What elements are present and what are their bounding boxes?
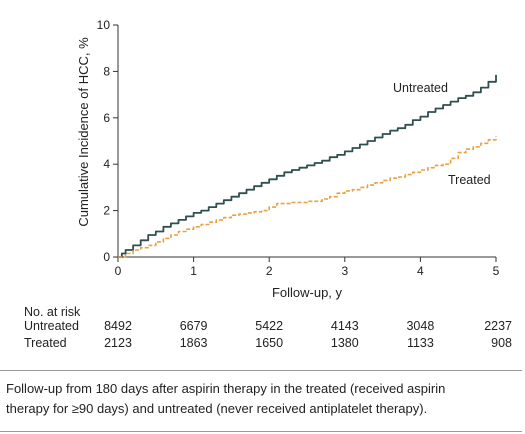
x-tick-label: 0 (115, 264, 122, 278)
risk-value: 1380 (331, 336, 359, 350)
series-line-untreated (118, 74, 497, 258)
risk-value: 2123 (104, 336, 132, 350)
x-tick-label: 2 (266, 264, 273, 278)
risk-value: 8492 (104, 319, 132, 333)
y-tick-label: 10 (97, 18, 111, 32)
figure-caption: Follow-up from 180 days after aspirin th… (0, 370, 522, 432)
risk-value: 908 (491, 336, 512, 350)
y-tick-label: 0 (103, 250, 110, 264)
series-label-untreated: Untreated (393, 81, 448, 95)
risk-value: 1863 (180, 336, 208, 350)
y-tick-label: 2 (103, 204, 110, 218)
x-tick-label: 4 (417, 264, 424, 278)
y-tick-label: 6 (103, 111, 110, 125)
risk-value: 2237 (484, 319, 512, 333)
risk-table-title: No. at risk (24, 305, 81, 319)
caption-line-2: therapy for ≥90 days) and untreated (nev… (6, 401, 428, 416)
series-label-treated: Treated (448, 173, 491, 187)
y-tick-label: 8 (103, 64, 110, 78)
risk-value: 4143 (331, 319, 359, 333)
x-tick-label: 1 (190, 264, 197, 278)
chart-tick-labels: 0 1 2 3 4 5 0 2 4 6 8 10 (97, 18, 500, 278)
y-axis-title: Cumulative Incidence of HCC, % (76, 37, 91, 227)
y-tick-label: 4 (103, 157, 110, 171)
risk-table: No. at risk Untreated 8492 6679 5422 4143 304… (24, 305, 512, 350)
risk-value: 5422 (255, 319, 283, 333)
risk-value: 6679 (180, 319, 208, 333)
risk-row-label: Treated (24, 336, 67, 350)
risk-value: 1133 (407, 336, 434, 350)
x-axis-title: Follow-up, y (272, 285, 343, 300)
risk-value: 3048 (406, 319, 434, 333)
series-line-treated (118, 136, 497, 258)
x-tick-label: 3 (341, 264, 348, 278)
chart-axes (113, 24, 497, 262)
chart-series (118, 74, 497, 258)
risk-row-label: Untreated (24, 319, 79, 333)
x-tick-label: 5 (493, 264, 500, 278)
caption-line-1: Follow-up from 180 days after aspirin th… (6, 381, 446, 396)
risk-value: 1650 (255, 336, 283, 350)
